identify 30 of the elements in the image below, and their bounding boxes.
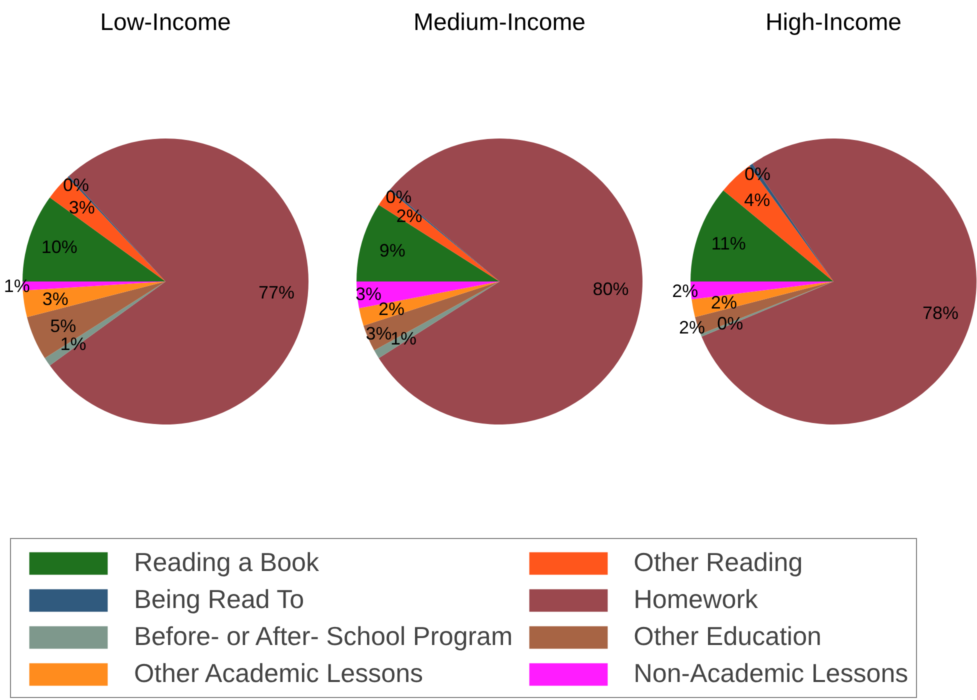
chart-title: Medium-Income (413, 9, 586, 36)
data-label: 80% (592, 279, 629, 300)
data-label: 0% (63, 175, 90, 196)
data-label: 1% (390, 328, 416, 348)
data-label: 3% (68, 198, 95, 218)
data-label: 11% (711, 234, 746, 254)
data-label: 77% (258, 282, 294, 303)
legend-label: Being Read To (134, 584, 304, 615)
legend-label: Other Academic Lessons (134, 658, 424, 689)
data-label: 0% (744, 164, 771, 184)
legend-label: Reading a Book (134, 547, 320, 578)
data-label: 5% (50, 316, 76, 336)
data-label: 0% (386, 187, 412, 208)
legend-label: Other Education (634, 621, 822, 652)
chart-title: Low-Income (100, 9, 231, 36)
data-label: 10% (41, 237, 78, 258)
legend-label: Other Reading (634, 547, 803, 578)
legend-label: Non-Academic Lessons (634, 658, 908, 689)
data-label: 4% (744, 190, 770, 210)
data-label: 0% (717, 314, 744, 334)
data-label: 9% (379, 240, 406, 260)
legend-label: Homework (634, 584, 758, 615)
data-label: 3% (42, 288, 68, 309)
legend-label: Before- or After- School Program (134, 621, 513, 652)
data-label: 1% (60, 334, 86, 354)
chart-title: High-Income (765, 9, 902, 36)
data-label: 2% (378, 299, 404, 320)
data-label: 78% (922, 302, 959, 323)
data-label: 2% (710, 292, 737, 312)
data-label: 3% (366, 324, 392, 344)
